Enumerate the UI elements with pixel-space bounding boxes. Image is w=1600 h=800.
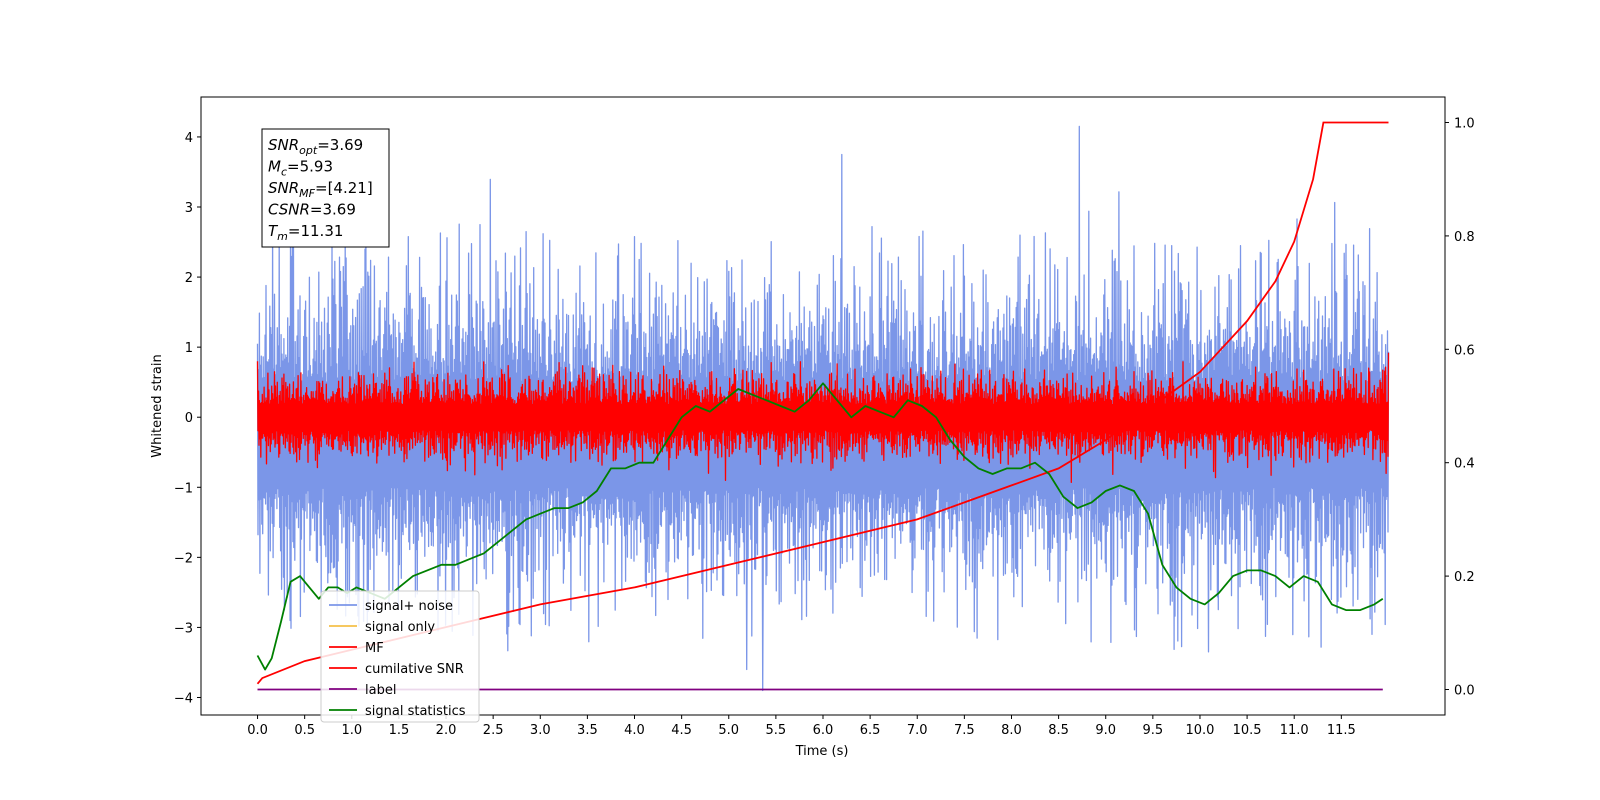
y-axis-right: 1.0 0.8 0.6 0.4 0.2 0.0 xyxy=(1445,117,1475,698)
y-axis-label: Whitened strain xyxy=(150,354,165,457)
y2-tick-label: 0.4 xyxy=(1454,457,1475,472)
x-axis: 0.0 0.5 1.0 1.5 2.0 2.5 3.0 3.5 4.0 4.5 5.0 5.5 6.0 6… xyxy=(247,715,1356,738)
y-tick-label: −4 xyxy=(174,691,193,706)
y-tick-label: 2 xyxy=(185,271,193,286)
x-tick-label: 7.5 xyxy=(954,723,975,738)
series-signal-statistics xyxy=(256,382,1384,671)
x-tick-label: 1.0 xyxy=(341,723,362,738)
info-box-line: SNRMF=[4.21] xyxy=(268,179,373,200)
y-tick-label: −2 xyxy=(174,551,193,566)
info-box-line: Mc=5.93 xyxy=(268,158,333,179)
legend-entry: cumilative SNR xyxy=(365,662,464,677)
y-tick-label: 1 xyxy=(185,341,193,356)
y-tick-label: 0 xyxy=(185,411,193,426)
info-box-line: SNRopt=3.69 xyxy=(268,136,363,157)
x-tick-label: 8.0 xyxy=(1001,723,1022,738)
info-box-frame xyxy=(261,128,390,248)
x-tick-label: 6.5 xyxy=(860,723,881,738)
y-axis-left: 4 3 2 1 0 −1 −2 −3 −4 xyxy=(174,131,201,706)
x-tick-label: 2.0 xyxy=(436,723,457,738)
y-tick-label: 4 xyxy=(185,131,193,146)
x-tick-label: 9.5 xyxy=(1143,723,1164,738)
x-tick-label: 10.0 xyxy=(1185,723,1214,738)
legend: signal+ noise signal only MF cumilative SNR… xyxy=(320,590,480,723)
legend-frame xyxy=(320,590,480,723)
x-tick-label: 8.5 xyxy=(1048,723,1069,738)
y-tick-label: −1 xyxy=(174,481,193,496)
y2-tick-label: 0.8 xyxy=(1454,230,1475,245)
x-tick-label: 3.5 xyxy=(577,723,598,738)
x-tick-label: 4.5 xyxy=(671,723,692,738)
y-tick-label: 3 xyxy=(185,201,193,216)
legend-entry: MF xyxy=(365,641,384,656)
x-axis-label: Time (s) xyxy=(795,744,849,759)
legend-entry: signal statistics xyxy=(365,704,466,719)
x-tick-label: 10.5 xyxy=(1233,723,1262,738)
x-tick-label: 5.5 xyxy=(766,723,787,738)
x-tick-label: 7.0 xyxy=(907,723,928,738)
y-tick-label: −3 xyxy=(174,621,193,636)
series-signal-noise xyxy=(256,125,1390,692)
y2-tick-label: 0.0 xyxy=(1454,683,1475,698)
info-box-line: Tm=11.31 xyxy=(268,222,343,243)
legend-entry: signal only xyxy=(365,620,435,635)
x-tick-label: 5.0 xyxy=(718,723,739,738)
x-tick-label: 0.5 xyxy=(294,723,315,738)
y2-tick-label: 0.6 xyxy=(1454,343,1475,358)
x-tick-label: 0.0 xyxy=(247,723,268,738)
y2-tick-label: 0.2 xyxy=(1454,570,1475,585)
x-tick-label: 4.0 xyxy=(624,723,645,738)
x-tick-label: 9.0 xyxy=(1095,723,1116,738)
x-tick-label: 1.5 xyxy=(389,723,410,738)
x-tick-label: 3.0 xyxy=(530,723,551,738)
x-tick-label: 11.0 xyxy=(1280,723,1309,738)
x-tick-label: 2.5 xyxy=(483,723,504,738)
y2-tick-label: 1.0 xyxy=(1454,117,1475,132)
series-mf xyxy=(256,352,1390,484)
legend-entry: signal+ noise xyxy=(365,599,453,614)
info-box-line: CSNR=3.69 xyxy=(268,201,356,219)
legend-entry: label xyxy=(365,683,396,698)
x-tick-label: 6.0 xyxy=(813,723,834,738)
x-tick-label: 11.5 xyxy=(1327,723,1356,738)
